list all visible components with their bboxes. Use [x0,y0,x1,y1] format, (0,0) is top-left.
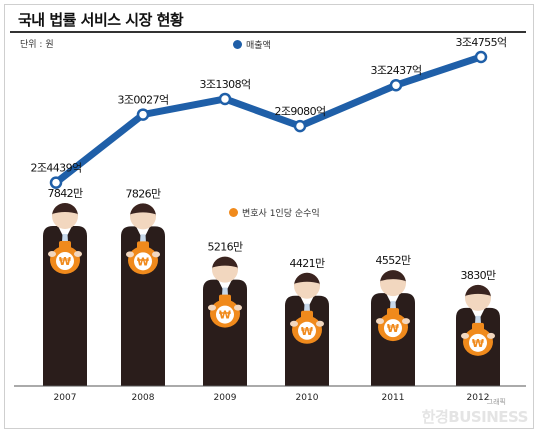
revenue-point-2009 [218,92,232,106]
x-tick-2010: 2010 [296,393,319,403]
income-bar-2010: ₩ [285,272,329,386]
legend-income-swatch [229,208,238,217]
won-icon: ₩ [219,309,231,322]
right-hand [316,320,324,327]
hair [130,203,156,217]
unit-label: 단위 : 원 [20,40,54,50]
won-coin [469,333,487,352]
left-hand [290,320,298,327]
revenue-line [52,53,485,187]
won-coin [216,305,234,324]
legend-revenue-swatch [233,40,242,49]
money-bag-neck [137,241,149,250]
won-icon: ₩ [472,337,484,350]
income-label-2008: 7826만 [125,187,161,200]
legend-income: 변호사 1인당 순수익 [229,206,320,219]
money-bag-neck [472,322,484,331]
chart-title: 국내 법률 서비스 시장 현황 [18,11,184,29]
shirt-collar [300,295,314,310]
x-tick-2009: 2009 [214,393,237,403]
won-coin [134,252,152,271]
x-tick-2008: 2008 [132,393,155,403]
left-hand [376,318,384,325]
left-hand [208,304,216,311]
left-hand [461,332,469,339]
won-icon: ₩ [387,322,399,335]
income-label-2010: 4421만 [289,257,325,270]
right-hand [234,304,242,311]
won-icon: ₩ [301,325,313,338]
revenue-label-2009: 3조1308억 [199,78,250,91]
shirt-collar [471,307,485,322]
income-label-2009: 5216만 [207,241,243,254]
money-bag-neck [387,308,399,317]
legend-revenue: 매출액 [233,38,271,51]
revenue-point-2012 [474,50,488,64]
money-bag-neck [219,294,231,303]
revenue-point-2011 [389,78,403,92]
income-label-2007: 7842만 [47,187,83,200]
shirt-collar [136,226,150,241]
x-tick-2011: 2011 [382,393,405,403]
right-hand [487,332,495,339]
revenue-label-2008: 3조0027억 [117,94,168,107]
won-coin [384,319,402,338]
right-hand [152,251,160,258]
income-bar-2011: ₩ [371,270,415,386]
hair [294,272,320,286]
won-icon: ₩ [137,255,149,268]
legend-income-text: 변호사 1인당 순수익 [242,209,320,219]
hair [212,256,238,270]
revenue-label-2010: 2조9080억 [274,105,325,118]
x-tick-2007: 2007 [54,393,77,403]
income-bar-2009: ₩ [203,256,247,386]
right-hand [402,318,410,325]
credit-text: 그래픽 [486,398,506,406]
legend-revenue-text: 매출액 [246,41,271,51]
won-icon: ₩ [59,255,71,268]
income-bar-2012: ₩ [456,284,500,386]
right-hand [74,251,82,257]
left-hand [126,251,134,258]
revenue-label-2011: 3조2437억 [370,64,421,77]
revenue-point-2007 [49,176,63,189]
hair [52,203,78,216]
watermark: 한경BUSINESS [421,408,529,426]
left-hand [48,251,56,257]
money-bag-neck [301,310,313,319]
won-coin [298,321,316,340]
revenue-point-2010 [293,119,307,133]
shirt-collar [58,226,72,240]
title-divider [10,31,526,33]
revenue-point-2008 [136,108,150,121]
money-bag-neck [59,241,71,249]
income-label-2011: 4552만 [375,254,411,267]
chart-frame [4,4,534,429]
shirt-collar [218,279,232,294]
revenue-label-2012: 3조4755억 [455,36,506,49]
income-bar-2008: ₩ [121,203,165,386]
won-coin [56,252,74,270]
hair [465,284,491,298]
shirt-collar [386,293,400,308]
income-label-2012: 3830만 [460,269,496,282]
income-bar-2007: ₩ [43,203,87,386]
hair [380,270,406,284]
x-tick-2012: 2012 [467,393,490,403]
revenue-label-2007: 2조4439억 [30,162,81,175]
